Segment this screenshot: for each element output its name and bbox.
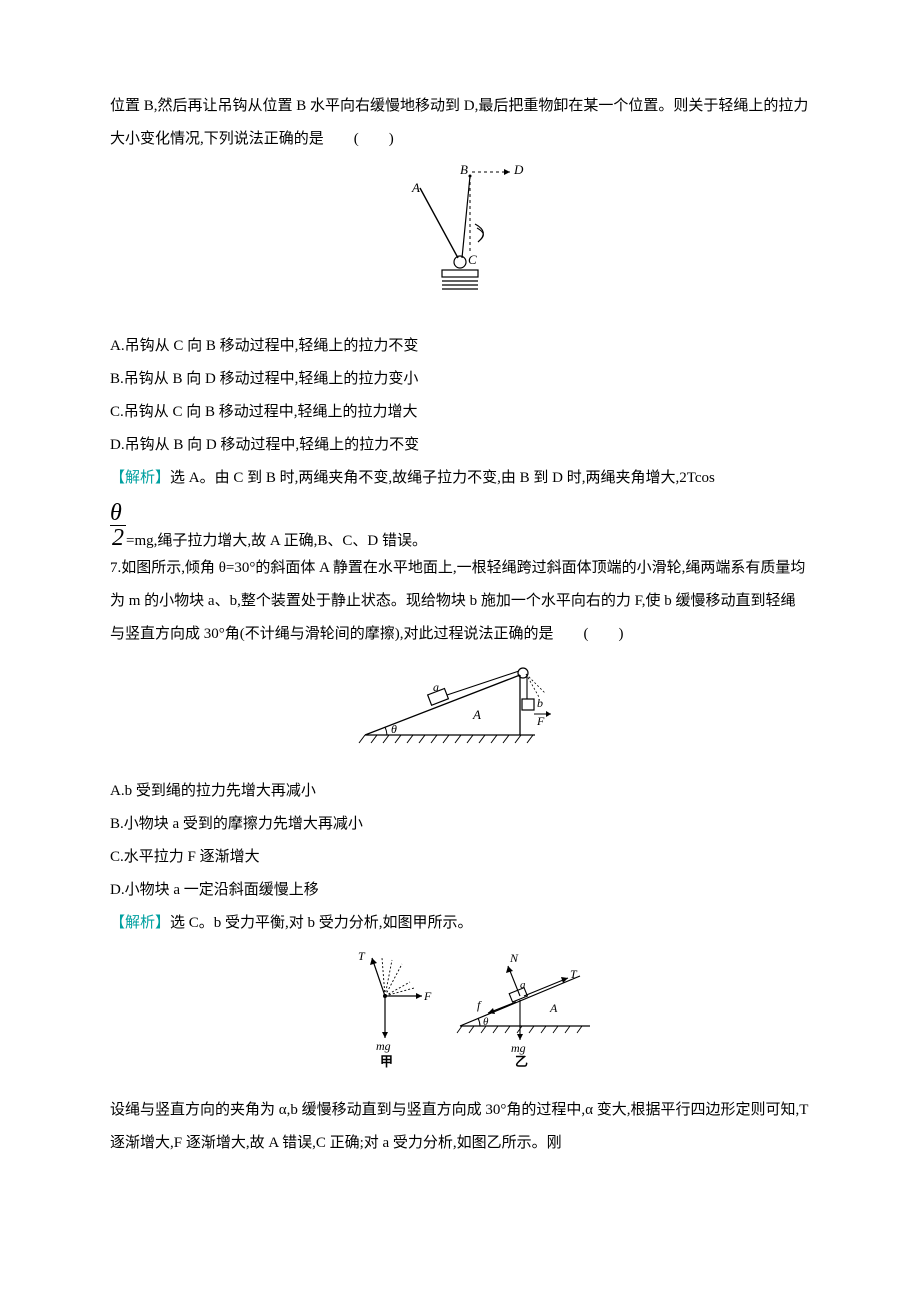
- svg-text:N: N: [509, 951, 519, 965]
- svg-text:乙: 乙: [515, 1054, 528, 1069]
- svg-text:T: T: [570, 967, 578, 981]
- q6-option-b: B.吊钩从 B 向 D 移动过程中,轻绳上的拉力变小: [110, 363, 810, 396]
- svg-text:D: D: [513, 162, 524, 177]
- q6-analysis-text: 选 A。由 C 到 B 时,两绳夹角不变,故绳子拉力不变,由 B 到 D 时,两…: [170, 470, 715, 486]
- svg-text:A: A: [472, 707, 481, 722]
- svg-text:C: C: [468, 252, 477, 267]
- q6-figure: D B A C: [110, 162, 810, 320]
- q6-option-a: A.吊钩从 C 向 B 移动过程中,轻绳上的拉力不变: [110, 330, 810, 363]
- svg-text:B: B: [460, 162, 468, 177]
- analysis-label: 【解析】: [110, 470, 170, 486]
- svg-text:A: A: [411, 180, 420, 195]
- q7-stem: 7.如图所示,倾角 θ=30°的斜面体 A 静置在水平地面上,一根轻绳跨过斜面体…: [110, 552, 810, 651]
- formula-numerator: θ: [110, 501, 810, 525]
- q7-option-b: B.小物块 a 受到的摩擦力先增大再减小: [110, 808, 810, 841]
- svg-text:甲: 甲: [380, 1054, 393, 1069]
- analysis-label-2: 【解析】: [110, 915, 170, 931]
- q7-analysis-line1: 【解析】选 C。b 受力平衡,对 b 受力分析,如图甲所示。: [110, 907, 810, 940]
- q6-formula: θ 2=mg,绳子拉力增大,故 A 正确,B、C、D 错误。: [110, 501, 810, 550]
- svg-text:F: F: [536, 714, 545, 728]
- svg-text:b: b: [537, 696, 543, 710]
- svg-text:f: f: [477, 998, 482, 1012]
- q7-figure-1: θ A a b F: [110, 657, 810, 765]
- svg-text:T: T: [358, 949, 366, 963]
- svg-text:mg: mg: [511, 1041, 526, 1055]
- q6-option-c: C.吊钩从 C 向 B 移动过程中,轻绳上的拉力增大: [110, 396, 810, 429]
- svg-text:A: A: [549, 1001, 558, 1015]
- q7-analysis-text2: 设绳与竖直方向的夹角为 α,b 缓慢移动直到与竖直方向成 30°角的过程中,α …: [110, 1094, 810, 1160]
- q7-option-c: C.水平拉力 F 逐渐增大: [110, 841, 810, 874]
- q7-option-d: D.小物块 a 一定沿斜面缓慢上移: [110, 874, 810, 907]
- svg-text:a: a: [433, 680, 439, 694]
- q6-option-d: D.吊钩从 B 向 D 移动过程中,轻绳上的拉力不变: [110, 429, 810, 462]
- q6-formula-tail: =mg,绳子拉力增大,故 A 正确,B、C、D 错误。: [126, 533, 427, 549]
- svg-text:θ: θ: [483, 1016, 489, 1028]
- svg-text:θ: θ: [391, 722, 397, 736]
- svg-text:F: F: [423, 989, 432, 1003]
- q7-figure-2: T F mg θ A: [110, 946, 810, 1084]
- svg-text:mg: mg: [376, 1039, 391, 1053]
- q6-continuation: 位置 B,然后再让吊钩从位置 B 水平向右缓慢地移动到 D,最后把重物卸在某一个…: [110, 90, 810, 156]
- q7-option-a: A.b 受到绳的拉力先增大再减小: [110, 775, 810, 808]
- q7-analysis-text1: 选 C。b 受力平衡,对 b 受力分析,如图甲所示。: [170, 915, 473, 931]
- formula-denominator: 2: [110, 525, 126, 550]
- q6-analysis-line1: 【解析】选 A。由 C 到 B 时,两绳夹角不变,故绳子拉力不变,由 B 到 D…: [110, 462, 810, 495]
- svg-text:a: a: [520, 979, 526, 991]
